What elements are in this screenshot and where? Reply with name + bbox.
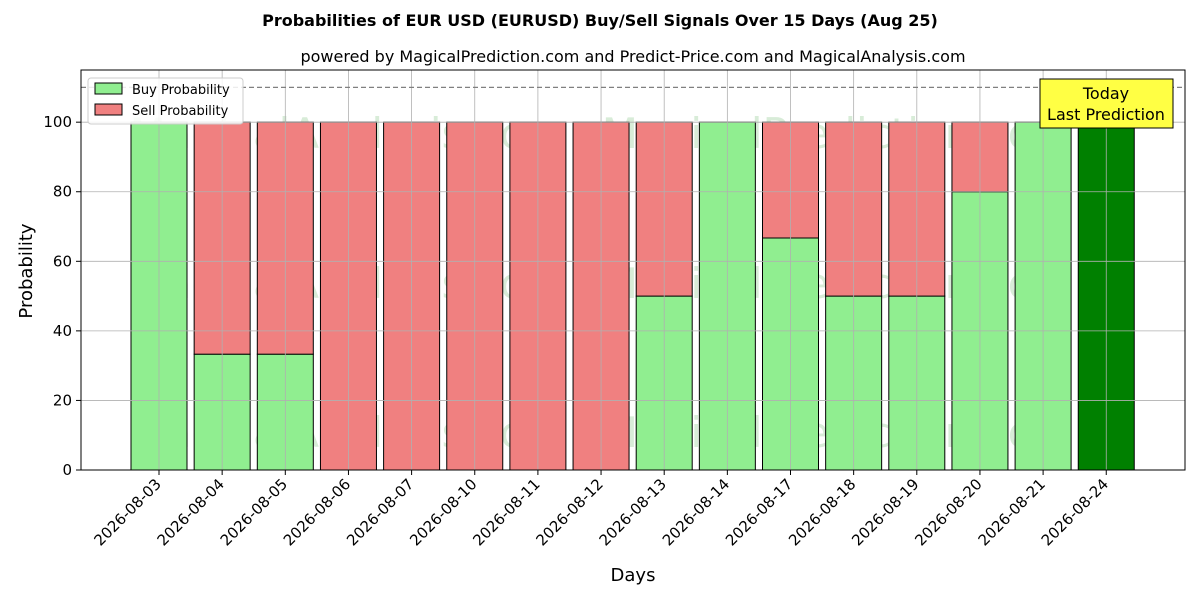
x-tick-label: 2026-08-07 [343,475,417,549]
legend-label-buy: Buy Probability [132,83,230,98]
legend-label-sell: Sell Probability [132,104,229,119]
x-tick-label: 2026-08-19 [848,475,922,549]
plot-area: MagicalAnalysis.comMagicalPrediction.com… [43,69,1186,549]
annotation-line2: Last Prediction [1047,105,1165,124]
y-axis-label: Probability [16,223,37,318]
x-tick-label: 2026-08-04 [154,475,228,549]
annotation-line1: Today [1082,84,1129,103]
legend-box [87,77,244,125]
x-tick-label: 2026-08-17 [722,475,796,549]
x-tick-label: 2026-08-03 [90,475,164,549]
y-tick-label: 80 [53,183,72,201]
x-tick-label: 2026-08-24 [1038,475,1112,549]
legend-swatch-buy [94,82,123,95]
annotation-box [1039,78,1174,129]
axes-frame [80,69,1186,471]
x-tick-label: 2026-08-18 [785,475,859,549]
chart-subtitle: powered by MagicalPrediction.com and Pre… [300,47,965,66]
y-tick-label: 0 [62,461,72,479]
y-tick-label: 40 [53,322,72,340]
x-tick-label: 2026-08-13 [596,475,670,549]
x-axis-label: Days [611,565,656,586]
x-tick-label: 2026-08-10 [406,475,480,549]
x-tick-label: 2026-08-12 [532,475,606,549]
chart-title: Probabilities of EUR USD (EURUSD) Buy/Se… [262,11,938,30]
y-tick-label: 60 [53,252,72,270]
y-tick-label: 100 [43,113,72,131]
x-tick-label: 2026-08-05 [217,475,291,549]
x-tick-label: 2026-08-20 [911,475,985,549]
x-tick-label: 2026-08-14 [659,475,733,549]
legend-swatch-sell [94,103,123,116]
y-tick-label: 20 [53,391,72,409]
x-tick-label: 2026-08-06 [280,475,354,549]
x-tick-label: 2026-08-21 [975,475,1049,549]
x-tick-label: 2026-08-11 [469,475,543,549]
